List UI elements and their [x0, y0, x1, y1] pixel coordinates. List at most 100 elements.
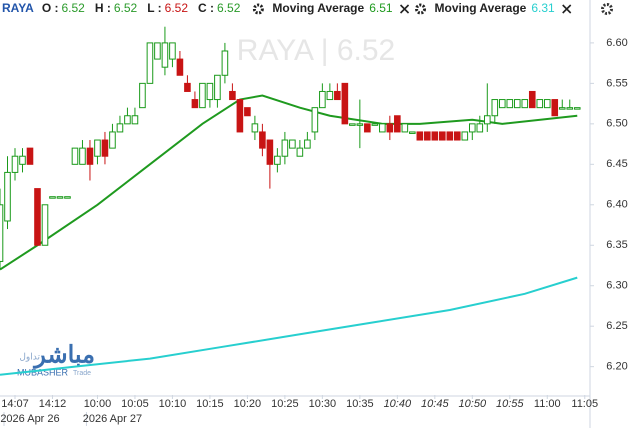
- x-tick-label: 10:05: [121, 398, 149, 410]
- candle-body: [371, 123, 379, 126]
- ohlc-label: O :: [42, 1, 59, 15]
- candle-body: [214, 74, 221, 101]
- candle-body: [334, 90, 341, 101]
- candle-body: [319, 90, 326, 109]
- candle-body: [356, 123, 364, 126]
- candle-body: [498, 99, 506, 109]
- x-tick-label: 10:25: [271, 398, 299, 410]
- candle-body: [11, 155, 19, 173]
- x-tick-label: 10:00: [84, 398, 112, 410]
- x-tick-label: 14:12: [39, 398, 67, 410]
- candle-body: [326, 90, 334, 101]
- ohlc-label: C :: [198, 1, 214, 15]
- candle-body: [124, 115, 131, 125]
- candle-body: [513, 99, 521, 109]
- candle-body: [341, 82, 349, 125]
- candle-body: [259, 131, 266, 149]
- logo: مباشر تداول MUBASHER Trade: [17, 341, 95, 377]
- remove-series[interactable]: [562, 4, 572, 14]
- date-label: 2026 Apr 27: [83, 413, 142, 425]
- candle-body: [109, 131, 116, 149]
- x-tick-label: 11:05: [571, 398, 598, 410]
- y-tick-label: 6.55: [606, 77, 627, 89]
- x-tick-label: 10:10: [159, 398, 187, 410]
- ohlc-label: H :: [95, 1, 111, 15]
- candle-body: [409, 131, 416, 134]
- candle-body: [506, 99, 514, 109]
- candle-body: [483, 115, 491, 125]
- symbol: RAYA: [2, 1, 34, 15]
- legend-value: 6.51: [369, 1, 393, 15]
- y-tick-label: 6.45: [606, 158, 627, 170]
- candle-body: [401, 123, 409, 133]
- y-tick-label: 6.20: [606, 361, 627, 373]
- candle-body: [454, 131, 461, 141]
- candle-body: [19, 155, 26, 165]
- legend-bar: RAYA O :6.52 H :6.52 L :6.52 C :6.52 Moving A…: [2, 1, 572, 15]
- date-label: 2026 Apr 26: [0, 413, 59, 425]
- candle-body: [416, 131, 424, 141]
- candle-body: [304, 139, 311, 149]
- candle-body: [536, 99, 544, 109]
- candle-body: [229, 90, 236, 101]
- candle-body: [551, 99, 559, 117]
- y-tick-label: 6.25: [606, 320, 627, 332]
- candle-body: [131, 115, 139, 125]
- legend-value: 6.31: [531, 1, 555, 15]
- y-tick-label: 6.60: [606, 37, 627, 49]
- candle-body: [379, 123, 386, 133]
- remove-series[interactable]: [399, 4, 410, 14]
- x-tick-label: 10:45: [421, 398, 449, 410]
- x-tick-label: 10:30: [309, 398, 337, 410]
- candle-body: [476, 123, 484, 133]
- legend-name: Moving Average: [272, 1, 364, 15]
- candle-body: [64, 196, 71, 199]
- x-tick-label: 10:15: [196, 398, 224, 410]
- candle-body: [206, 82, 214, 101]
- y-tick-label: 6.30: [606, 280, 627, 292]
- candle-body: [41, 204, 49, 246]
- logo-latin-sub: Trade: [73, 370, 91, 377]
- settings-icon[interactable]: [601, 3, 613, 15]
- candle-body: [573, 107, 581, 110]
- x-tick-label: 10:50: [459, 398, 487, 410]
- candle-body: [236, 99, 244, 133]
- gear: [601, 3, 613, 15]
- x-tick-label: 10:55: [496, 398, 524, 410]
- moving-average-line: [0, 276, 578, 376]
- candle-body: [116, 123, 124, 133]
- ohlc-value: 6.52: [114, 1, 138, 15]
- y-tick-label: 6.35: [606, 239, 627, 251]
- candle-body: [191, 99, 199, 109]
- candle-body: [543, 99, 551, 109]
- candle-body: [468, 123, 476, 133]
- ohlc-value: 6.52: [165, 1, 189, 15]
- candle-body: [566, 107, 574, 110]
- x-tick-label: 11:00: [534, 398, 561, 410]
- candle-body: [528, 90, 536, 109]
- candle-body: [26, 147, 34, 165]
- candle-body: [386, 123, 394, 133]
- series-settings[interactable]: [252, 3, 264, 15]
- logo-latin: MUBASHER: [17, 367, 69, 377]
- candle-body: [221, 50, 229, 76]
- candle-body: [4, 171, 11, 222]
- logo-arabic-sub: تداول: [19, 351, 40, 362]
- plot: 6.60 6.55 6.50 6.45 6.40 6.35 6.30 6.25 6.20 14:0…: [0, 26, 628, 426]
- candle-body: [86, 147, 94, 165]
- candle-body: [311, 107, 319, 133]
- candle-body: [296, 147, 304, 157]
- candle-body: [154, 42, 161, 60]
- ohlc-value: 6.52: [217, 1, 241, 15]
- candle-body: [56, 196, 64, 199]
- candle-body: [349, 123, 356, 126]
- candle-body: [364, 123, 371, 133]
- series-settings[interactable]: [415, 3, 427, 15]
- candle-body: [266, 139, 274, 165]
- candle-body: [424, 131, 431, 141]
- candle-body: [244, 107, 251, 117]
- candle-body: [94, 139, 101, 157]
- candle-body: [49, 196, 56, 199]
- x-tick-label: 10:35: [346, 398, 374, 410]
- candle-body: [169, 42, 176, 60]
